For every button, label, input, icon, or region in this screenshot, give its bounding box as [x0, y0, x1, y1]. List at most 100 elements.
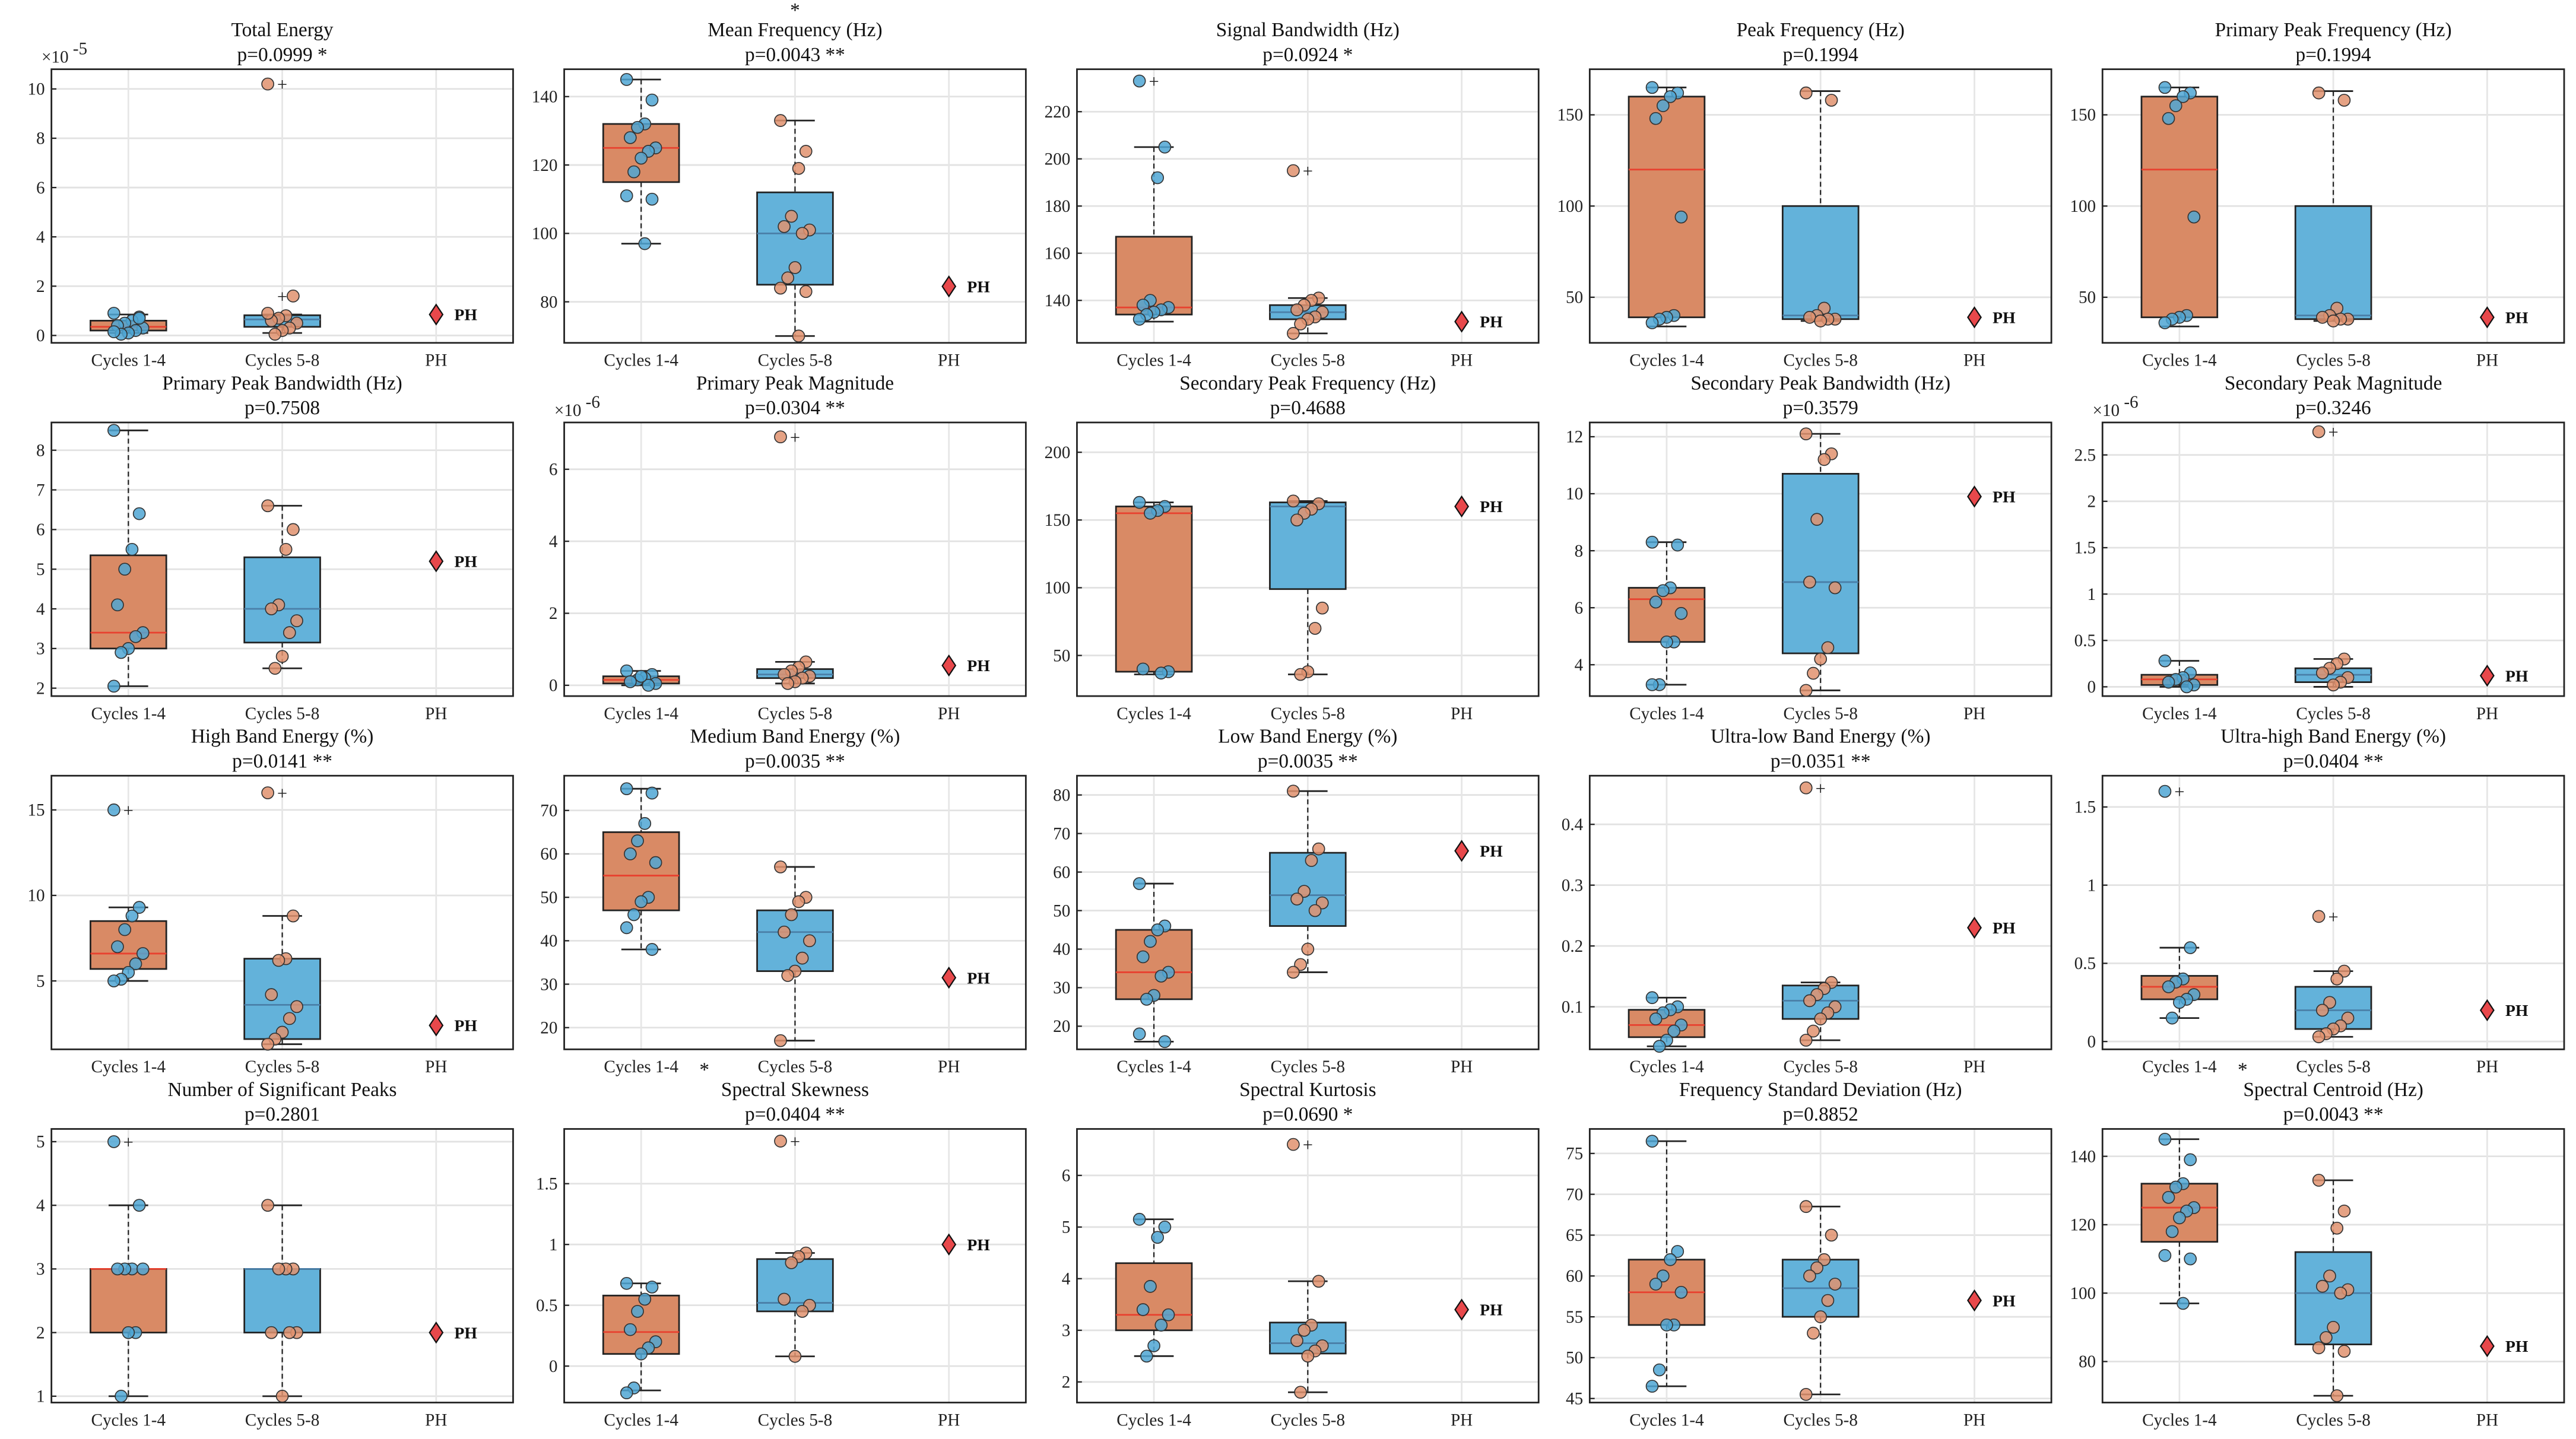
data-point — [275, 650, 289, 663]
data-point — [1660, 1319, 1673, 1332]
box-1 — [1628, 96, 1706, 319]
subplot-2: 80 100 120 140 Cycles 1-4 Cycles 5-8 PH Mean Fr… — [532, 0, 1027, 370]
data-point — [2337, 94, 2351, 107]
data-point — [2312, 86, 2326, 100]
x-tick-label: Cycles 5-8 — [758, 1057, 833, 1076]
y-tick-label: 0.2 — [1562, 937, 1583, 956]
data-point — [265, 1326, 278, 1339]
data-point — [2312, 1030, 2326, 1044]
data-point — [2162, 980, 2175, 993]
subplot-title: Spectral Kurtosis — [1239, 1079, 1376, 1101]
box-1 — [2140, 96, 2219, 319]
ph-label: PH — [1993, 1292, 2016, 1310]
data-point — [788, 1349, 802, 1363]
data-point — [1312, 842, 1325, 856]
subplot-title: Signal Bandwidth (Hz) — [1216, 19, 1400, 41]
x-tick-label: Cycles 1-4 — [91, 1411, 166, 1430]
x-tick-label: PH — [938, 1057, 960, 1076]
x-tick-label: Cycles 5-8 — [1783, 1411, 1858, 1430]
p-value-label: p=0.2801 — [245, 1104, 320, 1126]
data-point — [1664, 1253, 1677, 1266]
data-point — [2323, 1269, 2336, 1283]
y-tick-label: 5 — [1062, 1218, 1071, 1237]
data-point — [2173, 996, 2186, 1009]
x-tick-label: Cycles 5-8 — [2296, 704, 2371, 723]
data-point — [1649, 595, 1663, 609]
y-tick-label: 150 — [1045, 511, 1071, 530]
outlier-marker: + — [277, 287, 287, 307]
y-tick-label: 75 — [1566, 1145, 1583, 1164]
data-point — [1305, 854, 1318, 867]
y-tick-label: 8 — [36, 129, 45, 148]
ph-marker — [2479, 1335, 2495, 1358]
ph-marker — [1454, 1298, 1470, 1321]
y-tick-label: 1 — [2088, 585, 2096, 604]
data-point — [261, 1037, 274, 1051]
data-point — [645, 1281, 659, 1294]
significance-annotation: * — [790, 0, 800, 21]
data-point — [781, 271, 795, 285]
axes-frame — [563, 774, 1027, 1050]
data-point — [1308, 904, 1322, 917]
p-value-label: p=0.0404 ** — [2283, 750, 2384, 772]
data-point — [627, 165, 640, 179]
outlier-marker: + — [790, 1132, 800, 1152]
data-point — [2334, 1286, 2347, 1300]
x-tick-label: Cycles 5-8 — [1783, 1057, 1858, 1076]
subplot-3: 140 160 180 200 220 Cycles 1-4 Cycles 5-8 PH Sig… — [1045, 19, 1540, 370]
data-point — [2320, 1331, 2333, 1344]
y-tick-label: 140 — [1045, 291, 1071, 310]
data-point — [2315, 1279, 2329, 1293]
y-tick-label: 8 — [36, 441, 45, 460]
p-value-label: p=0.8852 — [1783, 1104, 1858, 1126]
p-value-label: p=0.0690 * — [1262, 1104, 1353, 1126]
exponent-power: -6 — [586, 393, 600, 412]
data-point — [620, 664, 633, 678]
y-tick-label: 180 — [1045, 197, 1071, 216]
data-point — [125, 542, 139, 556]
data-point — [1287, 1138, 1300, 1151]
data-point — [290, 614, 303, 627]
data-point — [2315, 310, 2329, 324]
outlier-marker: + — [790, 427, 800, 447]
x-tick-label: PH — [425, 1057, 447, 1076]
data-point — [620, 782, 633, 796]
subplot-11: 5 10 15 Cycles 1-4 Cycles 5-8 PH High Band Ene… — [27, 726, 514, 1076]
x-tick-label: Cycles 1-4 — [91, 1057, 166, 1076]
y-tick-label: 60 — [540, 845, 557, 864]
y-tick-label: 10 — [27, 887, 45, 906]
x-tick-label: PH — [1963, 351, 1985, 370]
y-tick-label: 50 — [1053, 646, 1070, 665]
data-point — [1132, 313, 1146, 326]
y-tick-label: 0 — [36, 326, 45, 345]
ph-marker — [429, 1321, 444, 1344]
y-tick-label: 4 — [1575, 656, 1584, 675]
axes-frame — [563, 421, 1027, 697]
subplot-17: 0 0.5 1 1.5 Cycles 1-4 Cycles 5-8 PH Spectral S… — [536, 1059, 1027, 1430]
data-point — [1799, 684, 1813, 697]
y-tick-label: 80 — [2079, 1352, 2096, 1371]
data-point — [631, 120, 644, 134]
y-tick-label: 4 — [549, 532, 558, 551]
data-point — [1803, 994, 1816, 1008]
y-tick-label: 50 — [2079, 288, 2096, 307]
data-point — [774, 860, 787, 873]
x-tick-label: PH — [425, 1411, 447, 1430]
subplot-title: Ultra-high Band Energy (%) — [2220, 726, 2446, 748]
p-value-label: p=0.4688 — [1270, 397, 1346, 419]
data-point — [2184, 1153, 2197, 1167]
data-point — [132, 507, 146, 520]
y-tick-label: 3 — [1062, 1322, 1071, 1340]
y-tick-label: 60 — [1566, 1267, 1583, 1286]
data-point — [635, 669, 648, 683]
p-value-label: p=0.7508 — [245, 397, 320, 419]
data-point — [129, 957, 142, 971]
x-tick-label: Cycles 5-8 — [758, 704, 833, 723]
x-tick-label: Cycles 5-8 — [2296, 351, 2371, 370]
y-tick-label: 20 — [540, 1018, 557, 1037]
data-point — [631, 1305, 644, 1318]
axes-frame — [1588, 421, 2052, 697]
data-point — [1807, 666, 1820, 680]
data-point — [2312, 425, 2326, 439]
